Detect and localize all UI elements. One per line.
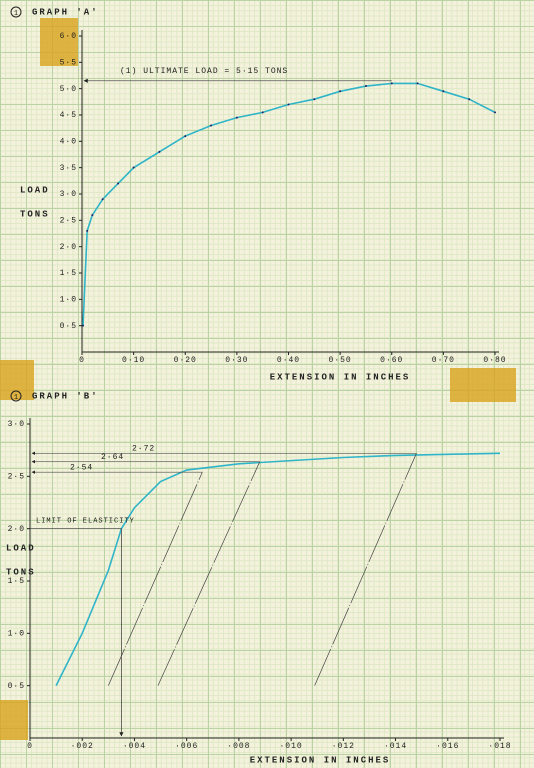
x-tick-label: 0·80 [483, 356, 506, 365]
data-point [261, 111, 264, 114]
data-point [210, 124, 213, 127]
data-point [184, 135, 187, 138]
x-tick-label: ·008 [227, 742, 250, 751]
proof-label: 2·64 [101, 453, 124, 462]
data-point [416, 82, 419, 85]
data-point [117, 182, 120, 185]
x-tick-label: 0·20 [174, 356, 197, 365]
y-tick-label: 1·5 [60, 269, 77, 278]
y-tick-label: 0·5 [8, 682, 25, 691]
y-tick-label: 5·0 [60, 85, 77, 94]
tape [0, 700, 28, 740]
proof-line [108, 472, 203, 686]
load-curve [55, 452, 501, 687]
x-tick-label: 0·40 [277, 356, 300, 365]
x-tick-label: 0·50 [329, 356, 352, 365]
x-tick-label: ·018 [488, 742, 511, 751]
data-point [364, 85, 367, 88]
y-axis-label: TONS [6, 567, 36, 577]
annotation: (1) ULTIMATE LOAD = 5·15 TONS [120, 67, 288, 76]
data-point [287, 103, 290, 106]
tape [0, 360, 34, 400]
x-tick-label: 0·10 [122, 356, 145, 365]
x-tick-label: 0 [79, 356, 85, 365]
y-tick-label: 4·5 [60, 111, 77, 120]
x-tick-label: 0·30 [225, 356, 248, 365]
proof-line [314, 453, 417, 686]
data-point [442, 90, 445, 93]
proof-label: 2·72 [132, 444, 155, 453]
title-number [10, 390, 22, 402]
y-tick-label: 5·5 [60, 58, 77, 67]
y-tick-label: 3·0 [8, 420, 25, 429]
proof-label: 2·54 [70, 463, 93, 472]
x-tick-label: 0 [27, 742, 33, 751]
limit-label: LIMIT OF ELASTICITY [36, 518, 135, 526]
y-tick-label: 4·0 [60, 137, 77, 146]
data-point [91, 214, 94, 217]
y-tick-label: 2·0 [60, 243, 77, 252]
data-point [494, 111, 496, 114]
data-point [235, 116, 238, 119]
y-axis-label: LOAD [6, 543, 36, 553]
data-point [468, 98, 471, 101]
data-point [390, 82, 393, 85]
data-point [132, 166, 135, 169]
y-tick-label: 1·5 [8, 577, 25, 586]
y-tick-label: 1·0 [60, 295, 77, 304]
y-tick-label: 0·5 [60, 322, 77, 331]
x-tick-label: ·010 [280, 742, 303, 751]
title-number [10, 6, 22, 18]
chart-title: GRAPH 'A' [32, 7, 99, 17]
y-tick-label: 3·0 [60, 190, 77, 199]
x-axis-label: EXTENSION IN INCHES [250, 755, 391, 765]
y-axis-label: LOAD [20, 185, 50, 195]
x-tick-label: ·004 [123, 742, 146, 751]
chart-title: GRAPH 'B' [32, 391, 99, 401]
y-tick-label: 2·0 [8, 525, 25, 534]
title-number-text: 1 [14, 394, 18, 402]
y-tick-label: 3·5 [60, 164, 77, 173]
tape [450, 368, 516, 402]
data-point [82, 324, 85, 327]
data-point [158, 150, 161, 153]
x-axis-label: EXTENSION IN INCHES [270, 372, 411, 382]
y-tick-label: 1·0 [8, 629, 25, 638]
y-axis-label: TONS [20, 209, 50, 219]
data-point [339, 90, 342, 93]
x-tick-label: 0·70 [432, 356, 455, 365]
title-number-text: 1 [14, 10, 18, 18]
x-tick-label: ·012 [332, 742, 355, 751]
x-tick-label: ·016 [436, 742, 459, 751]
x-tick-label: ·006 [175, 742, 198, 751]
proof-line [157, 461, 261, 686]
data-point [313, 98, 316, 101]
x-tick-label: ·002 [71, 742, 94, 751]
data-point [101, 198, 104, 201]
y-tick-label: 6·0 [60, 32, 77, 41]
y-tick-label: 2·5 [8, 472, 25, 481]
load-curve [82, 82, 496, 326]
data-point [86, 229, 89, 232]
tape [40, 18, 78, 66]
y-tick-label: 2·5 [60, 216, 77, 225]
x-tick-label: 0·60 [380, 356, 403, 365]
x-tick-label: ·014 [384, 742, 407, 751]
